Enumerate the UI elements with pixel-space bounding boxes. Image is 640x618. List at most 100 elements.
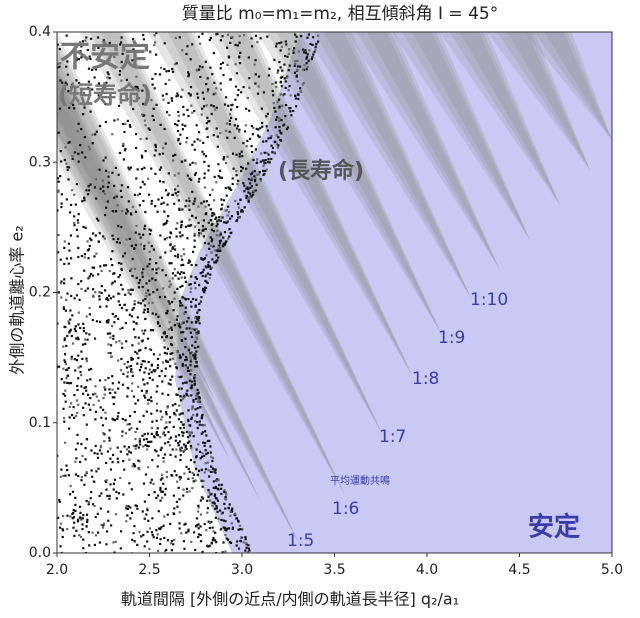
speckle bbox=[109, 468, 112, 471]
speckle bbox=[74, 496, 77, 499]
speckle bbox=[273, 106, 276, 109]
speckle bbox=[142, 311, 145, 314]
speckle bbox=[220, 483, 223, 486]
speckle bbox=[140, 389, 143, 392]
y-tick-label: 0.0 bbox=[29, 545, 51, 561]
speckle bbox=[97, 59, 100, 62]
speckle bbox=[197, 331, 200, 335]
speckle bbox=[229, 541, 233, 544]
speckle bbox=[196, 311, 199, 314]
speckle bbox=[120, 225, 123, 229]
speckle bbox=[228, 503, 231, 506]
speckle bbox=[121, 288, 124, 291]
speckle bbox=[173, 538, 176, 541]
speckle bbox=[49, 216, 51, 218]
speckle bbox=[295, 105, 298, 108]
speckle bbox=[249, 137, 252, 140]
speckle bbox=[207, 469, 210, 472]
speckle bbox=[111, 417, 114, 420]
speckle bbox=[295, 74, 298, 77]
resonance-tongue bbox=[57, 97, 230, 460]
speckle bbox=[116, 204, 119, 207]
speckle bbox=[117, 292, 120, 295]
speckle bbox=[111, 375, 114, 378]
speckle bbox=[169, 453, 172, 456]
speckle bbox=[93, 480, 96, 483]
speckle bbox=[217, 163, 220, 166]
speckle bbox=[217, 256, 220, 259]
speckle bbox=[108, 494, 111, 497]
speckle bbox=[214, 531, 217, 534]
speckle bbox=[315, 42, 318, 46]
speckle bbox=[190, 351, 194, 354]
speckle bbox=[197, 345, 200, 348]
speckle bbox=[252, 193, 255, 196]
speckle bbox=[92, 294, 95, 297]
speckle bbox=[58, 48, 61, 51]
speckle bbox=[164, 189, 168, 192]
speckle bbox=[307, 33, 310, 36]
resonance-tongue bbox=[57, 58, 215, 400]
speckle bbox=[180, 95, 183, 98]
speckle bbox=[197, 504, 200, 507]
speckle bbox=[123, 445, 126, 448]
speckle bbox=[121, 326, 124, 329]
speckle bbox=[198, 302, 201, 305]
speckle bbox=[98, 449, 102, 452]
speckle bbox=[204, 155, 208, 158]
speckle bbox=[192, 435, 195, 438]
speckle bbox=[54, 442, 56, 444]
speckle bbox=[262, 173, 265, 176]
speckle bbox=[82, 322, 85, 325]
speckle bbox=[235, 219, 238, 223]
speckle bbox=[240, 150, 243, 153]
speckle bbox=[42, 457, 44, 459]
speckle bbox=[259, 179, 262, 182]
speckle bbox=[84, 402, 87, 405]
speckle bbox=[64, 309, 67, 312]
speckle bbox=[45, 526, 47, 528]
speckle bbox=[248, 109, 251, 112]
speckle bbox=[206, 507, 209, 510]
speckle bbox=[164, 434, 167, 437]
speckle bbox=[215, 216, 218, 219]
speckle bbox=[76, 433, 79, 436]
x-tick-label: 3.0 bbox=[231, 562, 253, 578]
speckle bbox=[155, 103, 158, 106]
speckle bbox=[102, 159, 105, 162]
resonance-tongue bbox=[206, 32, 412, 375]
speckle bbox=[141, 180, 144, 183]
speckle bbox=[168, 416, 172, 419]
speckle bbox=[134, 231, 137, 234]
speckle bbox=[163, 453, 166, 456]
speckle bbox=[48, 481, 50, 483]
speckle bbox=[178, 231, 181, 234]
speckle bbox=[59, 175, 62, 178]
speckle bbox=[223, 103, 227, 106]
speckle bbox=[185, 52, 188, 56]
speckle bbox=[176, 351, 179, 354]
speckle bbox=[134, 402, 137, 405]
speckle bbox=[175, 500, 178, 503]
speckle bbox=[104, 379, 107, 382]
speckle bbox=[81, 523, 84, 526]
speckle bbox=[155, 262, 158, 265]
speckle bbox=[130, 488, 133, 491]
speckle bbox=[145, 389, 148, 393]
speckle bbox=[196, 394, 199, 397]
speckle bbox=[111, 281, 114, 284]
y-tick-label: 0.4 bbox=[29, 24, 51, 40]
speckle bbox=[68, 106, 71, 109]
speckle bbox=[302, 51, 306, 54]
speckle bbox=[47, 212, 49, 214]
speckle bbox=[181, 258, 184, 261]
speckle bbox=[160, 196, 164, 199]
speckle bbox=[190, 275, 193, 278]
speckle bbox=[140, 535, 143, 538]
speckle bbox=[131, 374, 134, 377]
speckle bbox=[94, 392, 97, 395]
speckle bbox=[82, 327, 85, 330]
speckle bbox=[164, 359, 168, 362]
speckle bbox=[150, 202, 153, 205]
speckle bbox=[143, 304, 147, 307]
